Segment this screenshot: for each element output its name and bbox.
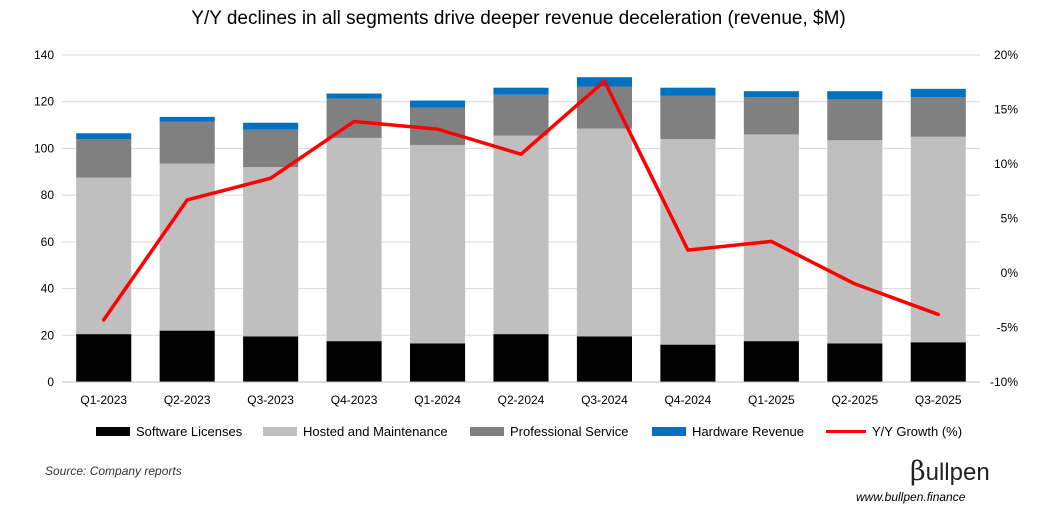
left-axis-tick-label: 100	[34, 141, 54, 155]
x-axis-tick-label: Q2-2025	[831, 393, 878, 407]
bar-software	[576, 336, 632, 382]
legend-label-hardware: Hardware Revenue	[692, 424, 805, 439]
x-axis-tick-label: Q3-2024	[581, 393, 628, 407]
left-axis-tick-label: 40	[41, 282, 55, 296]
bar-software	[410, 343, 466, 382]
x-axis-tick-label: Q1-2023	[80, 393, 127, 407]
legend-item-hosted: Hosted and Maintenance	[263, 424, 448, 439]
bar-hosted	[910, 136, 966, 343]
chart-title: Y/Y declines in all segments drive deepe…	[191, 8, 846, 29]
right-axis-tick-label: -10%	[990, 375, 1018, 389]
bar-hardware	[243, 122, 299, 130]
source-note: Source: Company reports	[45, 464, 182, 478]
bar-hardware	[910, 88, 966, 98]
legend-swatch-professional	[470, 427, 504, 436]
bar-professional	[827, 99, 883, 141]
x-axis-tick-label: Q3-2025	[915, 393, 962, 407]
bar-hardware	[76, 133, 132, 140]
legend-swatch-hardware	[652, 427, 686, 436]
brand-url: www.bullpen.finance	[856, 490, 966, 504]
bar-professional	[159, 121, 215, 164]
bar-hosted	[827, 140, 883, 344]
bar-hosted	[76, 177, 132, 335]
bar-professional	[326, 98, 382, 138]
x-axis-tick-label: Q2-2024	[498, 393, 545, 407]
bar-software	[76, 334, 132, 382]
bar-layer	[76, 77, 966, 382]
chart-canvas: 0 20 40 60 80 100 120 140 -10% -5% 0% 5% 10% 15% 20% Q1…	[34, 48, 1018, 407]
left-axis-tick-label: 140	[34, 48, 54, 62]
bar-software	[743, 341, 799, 382]
legend-item-growth: Y/Y Growth (%)	[826, 424, 962, 439]
right-axis-tick-label: 0%	[1001, 266, 1019, 280]
x-axis-tick-label: Q4-2024	[665, 393, 712, 407]
axes: 0 20 40 60 80 100 120 140 -10% -5% 0% 5% 10% 15% 20% Q1…	[34, 48, 1018, 407]
bar-hardware	[159, 116, 215, 122]
legend: Software Licenses Hosted and Maintenance…	[0, 424, 1037, 444]
bar-software	[493, 334, 549, 382]
bar-hosted	[410, 144, 466, 344]
brand-logo: βullpen	[910, 456, 990, 487]
bar-professional	[910, 97, 966, 137]
bar-hardware	[326, 93, 382, 99]
x-axis-tick-label: Q3-2023	[247, 393, 294, 407]
legend-label-hosted: Hosted and Maintenance	[303, 424, 448, 439]
bar-hardware	[827, 91, 883, 100]
left-axis-tick-label: 120	[34, 95, 54, 109]
legend-item-software: Software Licenses	[96, 424, 242, 439]
legend-label-professional: Professional Service	[510, 424, 629, 439]
x-axis-tick-label: Q2-2023	[164, 393, 211, 407]
bar-software	[827, 343, 883, 382]
legend-swatch-growth	[826, 430, 866, 433]
bar-hosted	[660, 139, 716, 345]
bar-software	[326, 341, 382, 382]
bar-professional	[493, 94, 549, 136]
bar-hosted	[743, 134, 799, 342]
legend-swatch-software	[96, 427, 130, 436]
growth-line-layer	[101, 79, 941, 322]
bar-hosted	[493, 135, 549, 335]
bar-professional	[76, 139, 132, 178]
bar-hosted	[576, 128, 632, 337]
left-axis-tick-label: 0	[47, 375, 54, 389]
legend-label-software: Software Licenses	[136, 424, 243, 439]
legend-item-hardware: Hardware Revenue	[652, 424, 804, 439]
x-axis-tick-label: Q1-2025	[748, 393, 795, 407]
left-axis-tick-label: 20	[41, 328, 55, 342]
bar-software	[660, 344, 716, 382]
x-axis-tick-label: Q4-2023	[331, 393, 378, 407]
left-axis-tick-label: 60	[41, 235, 55, 249]
bar-software	[243, 336, 299, 382]
bar-professional	[660, 95, 716, 140]
bar-hosted	[326, 137, 382, 342]
right-axis-tick-label: 10%	[994, 157, 1018, 171]
left-axis-tick-label: 80	[41, 188, 55, 202]
right-axis-tick-label: 5%	[1001, 212, 1019, 226]
bar-hardware	[410, 100, 466, 108]
bar-hardware	[493, 87, 549, 95]
bar-hosted	[159, 163, 215, 331]
bar-professional	[743, 97, 799, 135]
brand-logo-text: ullpen	[925, 459, 990, 486]
bar-hardware	[743, 91, 799, 98]
bar-hardware	[660, 87, 716, 96]
right-axis-tick-label: 15%	[994, 103, 1018, 117]
bar-hosted	[243, 167, 299, 337]
legend-label-growth: Y/Y Growth (%)	[872, 424, 963, 439]
right-axis-tick-label: 20%	[994, 48, 1018, 62]
x-axis-tick-label: Q1-2024	[414, 393, 461, 407]
bar-professional	[243, 129, 299, 168]
right-axis-tick-label: -5%	[997, 321, 1019, 335]
bar-software	[910, 342, 966, 382]
legend-swatch-hosted	[263, 427, 297, 436]
bar-software	[159, 330, 215, 382]
legend-item-professional: Professional Service	[470, 424, 629, 439]
brand-logo-symbol: β	[910, 456, 926, 487]
